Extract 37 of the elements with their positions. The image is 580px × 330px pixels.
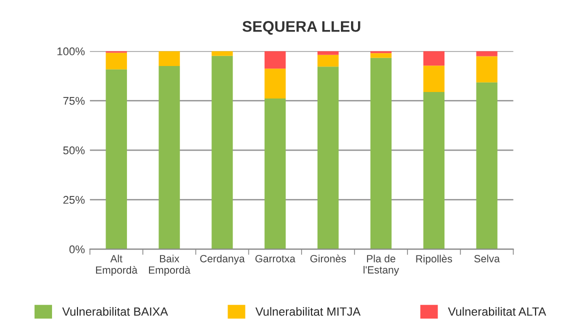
x-tick-label: Alt Empordà — [96, 254, 138, 276]
bar — [212, 51, 233, 56]
x-tick-label: Cerdanya — [200, 254, 245, 264]
bar — [106, 69, 127, 250]
legend-label: Vulnerabilitat BAIXA — [62, 307, 168, 316]
bar — [476, 82, 498, 250]
bar — [476, 51, 498, 56]
bar — [370, 53, 392, 58]
bar — [158, 66, 180, 250]
bar — [423, 66, 444, 92]
bar — [476, 56, 498, 82]
x-tick-label: Pla de l'Estany — [364, 254, 400, 276]
bar — [106, 52, 127, 70]
y-tick-label: 75% — [63, 96, 85, 105]
bar — [264, 51, 286, 69]
legend-label: Vulnerabilitat ALTA — [448, 307, 546, 316]
bar — [317, 51, 339, 55]
bar — [423, 51, 444, 66]
x-tick-label: Baix Empordà — [149, 254, 190, 276]
legend-label: Vulnerabilitat MITJA — [255, 307, 361, 316]
bar — [264, 68, 286, 98]
bar — [212, 56, 233, 250]
bar — [158, 51, 180, 66]
y-tick-label: 25% — [63, 196, 85, 204]
x-tick-label: Ripollès — [416, 254, 452, 265]
bar — [370, 58, 392, 250]
bar — [317, 66, 339, 250]
x-tick-label: Garrotxa — [255, 254, 296, 262]
y-tick-label: 0% — [69, 245, 85, 254]
bar — [317, 54, 339, 67]
y-tick-label: 50% — [63, 146, 85, 154]
bar — [264, 98, 286, 250]
y-tick-label: 100% — [57, 47, 85, 56]
x-tick-label: Gironès — [310, 254, 346, 262]
bar — [423, 92, 444, 250]
x-tick-label: Selva — [474, 254, 500, 262]
chart-title: SEQUERA LLEU — [242, 21, 360, 35]
